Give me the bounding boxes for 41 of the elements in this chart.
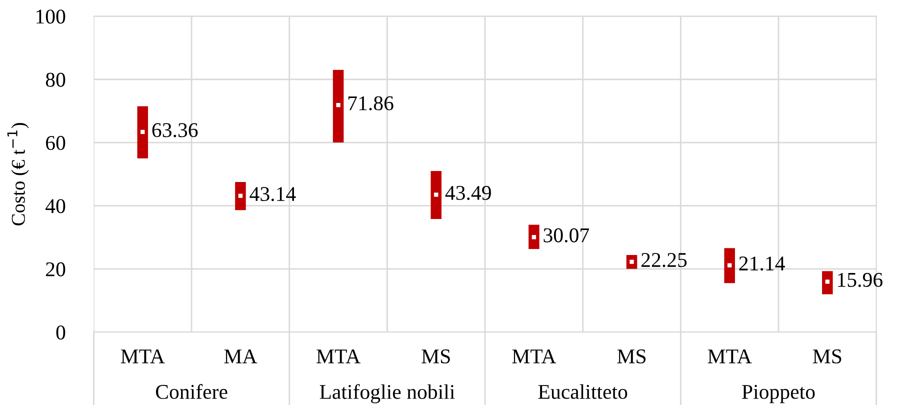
x-tick-label: MA [224,349,258,364]
x-tick-label: MTA [120,349,165,364]
y-tick-label: 40 [46,199,66,214]
text: Conifere [156,384,228,399]
point [336,103,340,108]
bar [822,271,833,294]
x-tick-label: MTA [512,349,556,364]
y-tick-label: 100 [36,10,66,24]
text: Latifoglie nobili [320,384,455,404]
y-tick-label: 0 [56,325,66,340]
bar [528,224,540,250]
data-label: 63.36 [152,123,198,138]
y-tick-label: 60 [46,136,66,150]
y-tick-label: 20 [46,262,66,276]
bar [332,70,344,143]
bar [430,170,442,220]
data-label: 22.25 [641,253,687,268]
x-tick-label: MTA [708,349,752,364]
x-tick-label: MS [812,349,842,364]
point [238,194,243,198]
point [434,192,438,197]
point [825,280,830,284]
y-tick-label: 80 [46,72,66,87]
point [728,263,732,268]
bar [235,182,246,210]
text: Eucalitteto [538,384,628,399]
data-label: 15.96 [838,272,882,287]
x-tick-label: MS [422,349,450,364]
y-axis-title: Costo (€ t$^{−1}$) [7,123,29,226]
bar [724,248,735,284]
data-label: 43.49 [445,186,491,200]
x-tick-label: MS [617,349,646,364]
data-label: 21.14 [739,256,785,271]
data-label: 43.14 [250,187,296,202]
bar [137,106,148,158]
data-label: 30.07 [544,228,590,242]
text: Pioppeto [742,384,815,404]
point [140,130,145,134]
data-label: 71.86 [348,96,394,110]
x-tick-label: MTA [316,349,360,364]
point [532,235,536,240]
